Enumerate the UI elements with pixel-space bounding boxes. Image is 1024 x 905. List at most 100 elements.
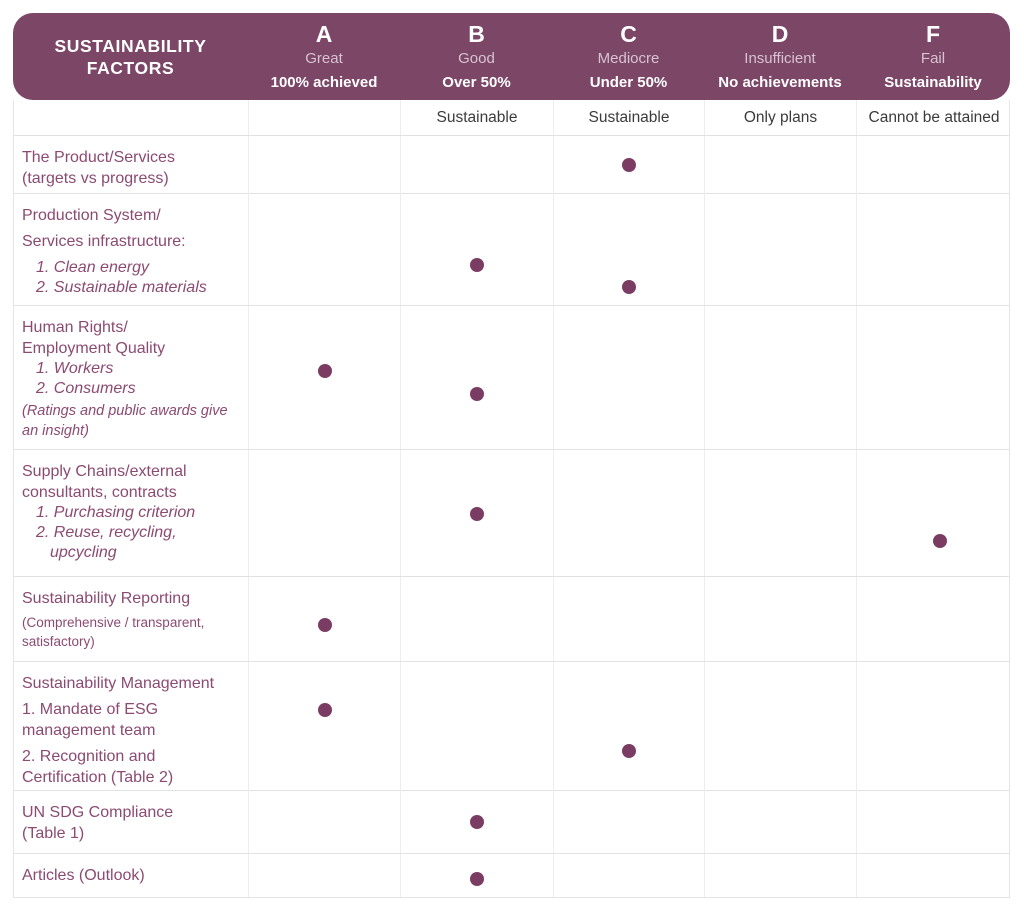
factor-line: 1. Mandate of ESG management team	[22, 701, 159, 739]
grade-cell-b	[401, 791, 554, 853]
factor-cell: Human Rights/Employment Quality 1. Worker…	[14, 306, 249, 449]
grade-letter: F	[925, 21, 941, 47]
grade-desc: Sustainability	[884, 74, 982, 91]
factor-cell: Production System/Services infrastructur…	[14, 194, 249, 305]
factor-cell: Sustainability Management 1. Mandate of E…	[14, 662, 249, 794]
grade-name: Great	[305, 50, 343, 67]
grade-column-header-c: C Mediocre Under 50%	[553, 13, 704, 100]
grade-cell-d	[705, 194, 857, 305]
grade-mark-dot	[470, 872, 484, 886]
grade-cell-d	[705, 306, 857, 449]
factor-line: UN SDG Compliance	[22, 804, 174, 821]
subheader-cell-b: Sustainable	[401, 100, 554, 135]
grade-cell-c	[554, 194, 705, 305]
grade-mark-dot	[470, 507, 484, 521]
factor-cell: Articles (Outlook)	[14, 854, 249, 897]
factor-row: Human Rights/Employment Quality 1. Worker…	[14, 305, 1009, 449]
grade-cell-c	[554, 577, 705, 661]
factor-line: (Ratings and public awards give an insig…	[22, 403, 228, 439]
grade-letter: B	[468, 21, 485, 47]
grade-mark-dot	[470, 387, 484, 401]
table-title-line2: FACTORS	[86, 57, 175, 78]
grade-cell-f	[857, 450, 1011, 576]
factor-line: The Product/Services	[22, 149, 175, 166]
grade-column-header-d: D Insufficient No achievements	[704, 13, 856, 100]
grade-desc: No achievements	[718, 74, 842, 91]
grade-cell-d	[705, 662, 857, 794]
grade-cell-b	[401, 854, 554, 897]
factor-row: Production System/Services infrastructur…	[14, 193, 1009, 305]
subheader-cell-d: Only plans	[705, 100, 857, 135]
factor-row: Supply Chains/external consultants, contr…	[14, 449, 1009, 576]
grade-mark-dot	[470, 815, 484, 829]
grade-cell-c	[554, 306, 705, 449]
grade-name: Insufficient	[744, 50, 816, 67]
factor-line: 1. Workers	[36, 360, 114, 377]
grade-mark-dot	[317, 364, 332, 378]
factor-row: Sustainability Management 1. Mandate of E…	[14, 661, 1009, 794]
grade-name: Good	[458, 50, 495, 67]
grade-mark-dot	[622, 744, 636, 758]
factor-line: 2. Sustainable materials	[36, 279, 207, 296]
grade-cell-b	[401, 662, 554, 794]
grade-cell-f	[857, 306, 1011, 449]
grade-cell-c	[554, 136, 705, 195]
grade-cell-c	[554, 791, 705, 853]
subheader-row: Sustainable Sustainable Only plans Canno…	[14, 100, 1009, 135]
factor-row: UN SDG Compliance (Table 1)	[14, 790, 1009, 853]
factor-cell: Sustainability Reporting (Comprehensive /…	[14, 577, 249, 661]
grade-cell-a	[249, 306, 401, 449]
grade-desc: Over 50%	[442, 74, 511, 91]
factor-line: Human Rights/	[22, 319, 128, 336]
grade-mark-dot	[622, 158, 636, 172]
grade-cell-f	[857, 577, 1011, 661]
grade-mark-dot	[317, 703, 332, 717]
factor-line: Articles (Outlook)	[22, 867, 145, 884]
grade-letter: D	[771, 21, 789, 47]
grade-mark-dot	[470, 258, 484, 272]
grade-cell-c	[554, 662, 705, 794]
grade-cell-c	[554, 854, 705, 897]
grade-cell-f	[857, 136, 1011, 195]
factor-line: Sustainability Management	[22, 675, 215, 692]
factor-line: Employment Quality	[22, 340, 166, 357]
grade-cell-f	[857, 854, 1011, 897]
grade-cell-d	[705, 854, 857, 897]
factor-line: Sustainability Reporting	[22, 590, 191, 607]
grade-cell-a	[249, 577, 401, 661]
grade-cell-d	[705, 450, 857, 576]
grade-cell-f	[857, 662, 1011, 794]
subheader-cell-f: Cannot be attained	[868, 108, 1000, 126]
factor-line: consultants, contracts	[22, 484, 177, 501]
factor-row: Sustainability Reporting (Comprehensive /…	[14, 576, 1009, 661]
grade-column-header-a: A Great 100% achieved	[248, 13, 400, 100]
grade-cell-a	[249, 854, 401, 897]
grade-cell-d	[705, 791, 857, 853]
grade-cell-b	[401, 194, 554, 305]
factor-line: 2. Recognition and Certification (Table …	[22, 748, 174, 786]
factor-line: upcycling	[50, 544, 117, 561]
table-title: SUSTAINABILITY FACTORS	[13, 13, 248, 100]
grade-letter: A	[315, 21, 333, 47]
factor-row: Articles (Outlook)	[14, 853, 1009, 897]
grade-cell-b	[401, 136, 554, 195]
grade-cell-b	[401, 306, 554, 449]
grade-column-header-f: F Fail Sustainability	[856, 13, 1010, 100]
grade-name: Fail	[920, 50, 946, 67]
factor-cell: UN SDG Compliance (Table 1)	[14, 791, 249, 853]
table-title-line1: SUSTAINABILITY	[54, 35, 207, 56]
grade-cell-b	[401, 450, 554, 576]
factor-line: (Table 1)	[22, 825, 85, 842]
factor-line: Supply Chains/external	[22, 463, 187, 480]
factor-cell: Supply Chains/external consultants, contr…	[14, 450, 249, 576]
grade-cell-a	[249, 450, 401, 576]
grade-desc: 100% achieved	[270, 74, 378, 91]
factor-line: Production System/	[22, 207, 161, 224]
subheader-factors-cell	[14, 100, 249, 135]
factor-line: (Comprehensive / transparent, satisfacto…	[22, 615, 205, 649]
factor-line: 1. Purchasing criterion	[36, 504, 196, 521]
grade-cell-a	[249, 136, 401, 195]
factor-line: 1. Clean energy	[36, 259, 149, 276]
factor-line: 2. Reuse, recycling,	[36, 524, 177, 541]
